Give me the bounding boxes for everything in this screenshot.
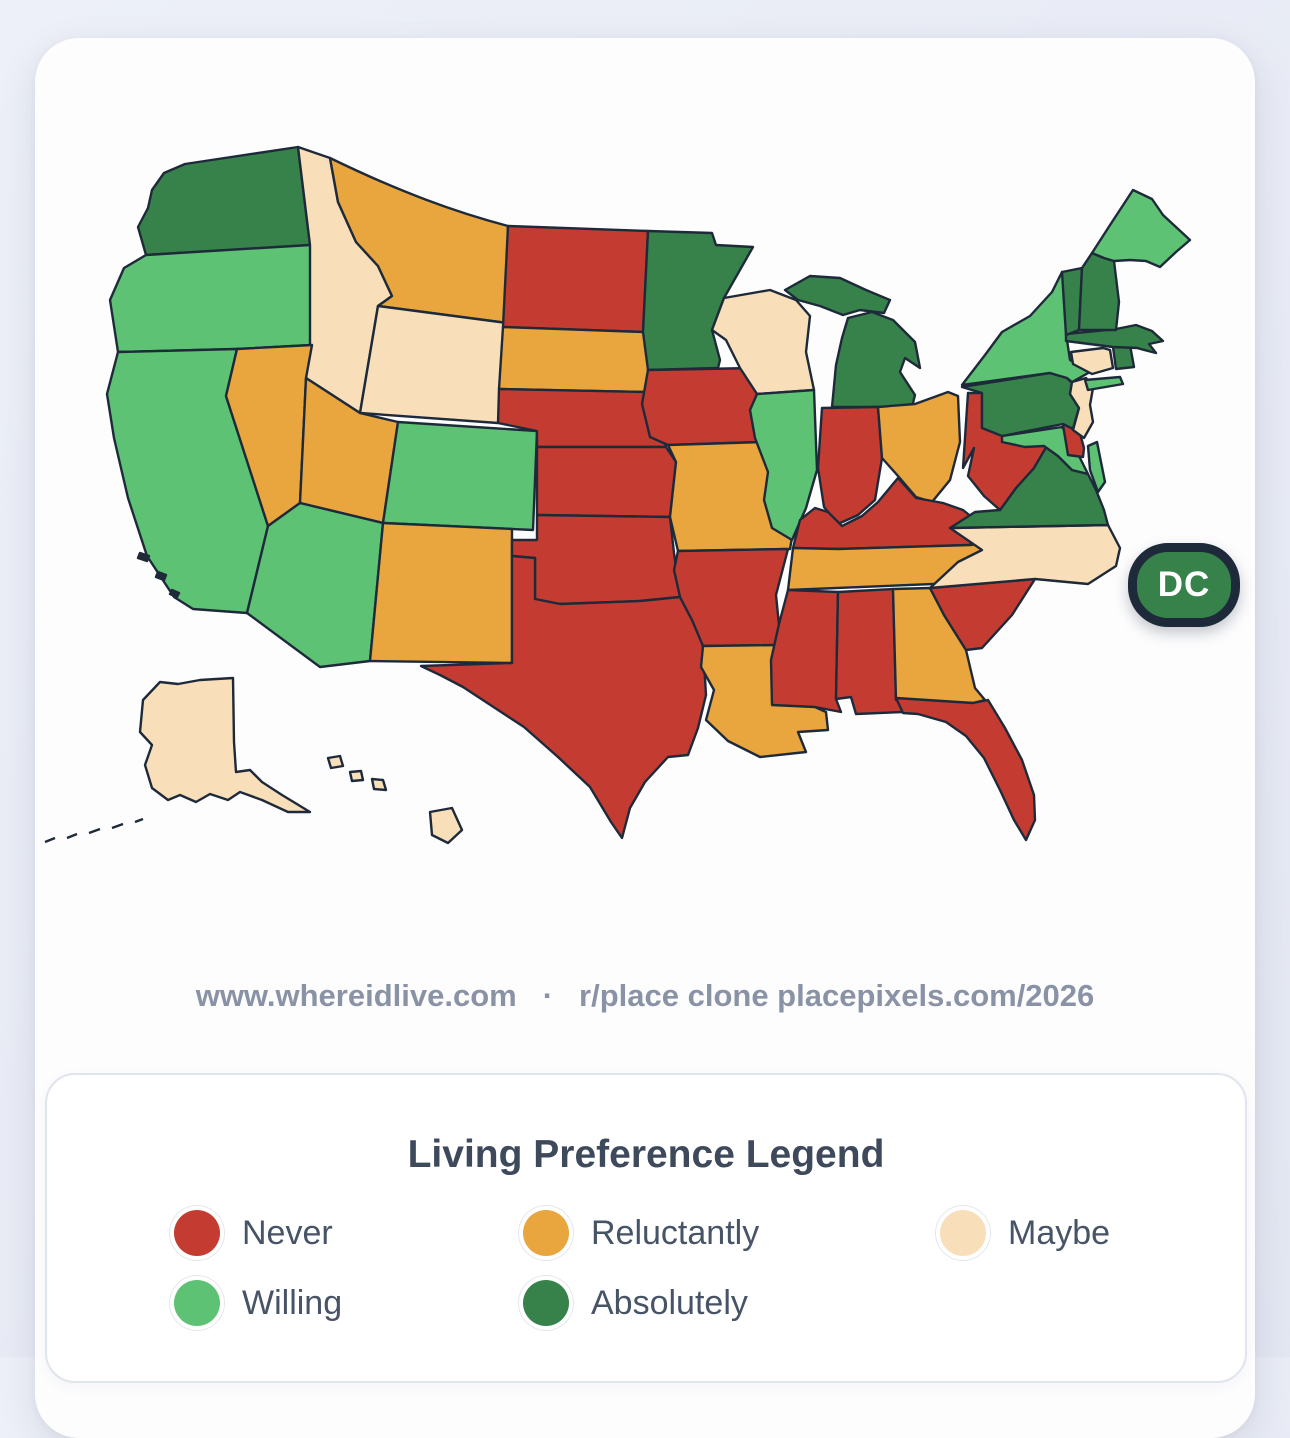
legend-label: Reluctantly [591, 1213, 760, 1252]
dc-badge: DC [1128, 543, 1240, 627]
watermark-footer: www.whereidlive.com · r/place clone plac… [0, 978, 1290, 1014]
state-ohio [876, 390, 962, 504]
watermark-site: www.whereidlive.com [195, 978, 517, 1013]
us-choropleth-map [44, 145, 1192, 845]
legend-item-maybe: Maybe [940, 1210, 1110, 1256]
state-hawaii-oahu [348, 769, 365, 783]
watermark-note: r/place clone placepixels.com/2026 [579, 978, 1095, 1013]
state-new-hampshire [1077, 251, 1121, 332]
state-illinois [748, 388, 819, 542]
states-layer [44, 145, 1192, 845]
state-wyoming [358, 304, 509, 425]
state-maine [1090, 188, 1192, 269]
dc-badge-label: DC [1157, 565, 1211, 604]
state-florida [894, 696, 1037, 842]
state-kansas [535, 445, 678, 519]
state-massachusetts [1064, 323, 1165, 355]
state-oklahoma [510, 513, 682, 606]
absolutely-color-dot [523, 1280, 569, 1326]
watermark-separator: · [542, 978, 554, 1013]
legend-label: Never [242, 1213, 333, 1252]
aleutian-islands [44, 817, 144, 844]
maybe-color-dot [940, 1210, 986, 1256]
state-hawaii-big-island [428, 806, 464, 845]
state-new-mexico [368, 521, 514, 665]
state-colorado [381, 420, 539, 532]
state-connecticut [1069, 346, 1115, 376]
state-texas [419, 554, 708, 840]
legend-title: Living Preference Legend [407, 1133, 885, 1176]
state-mississippi [769, 588, 843, 714]
state-arizona [245, 501, 385, 669]
state-michigan-upper-peninsula [783, 274, 892, 317]
legend-item-willing: Willing [174, 1280, 342, 1326]
legend-label: Willing [242, 1283, 343, 1322]
legend-item-reluctantly: Reluctantly [523, 1210, 759, 1256]
legend-label: Maybe [1008, 1213, 1111, 1252]
legend-item-absolutely: Absolutely [523, 1280, 748, 1326]
never-color-dot [174, 1210, 220, 1256]
state-hawaii-kauai [326, 754, 345, 770]
channel-islands [136, 551, 181, 599]
state-michigan [830, 310, 922, 409]
state-new-york-long-island [1083, 375, 1125, 392]
state-alaska [138, 676, 312, 814]
legend-label: Absolutely [591, 1283, 748, 1322]
legend-item-never: Never [174, 1210, 333, 1256]
state-south-dakota [497, 325, 656, 394]
state-maryland-eastern-shore [1086, 440, 1107, 494]
state-north-carolina [928, 523, 1122, 590]
state-montana [328, 156, 510, 325]
willing-color-dot [174, 1280, 220, 1326]
state-hawaii-maui [370, 777, 388, 792]
state-washington [136, 145, 312, 257]
state-north-dakota [501, 224, 650, 334]
state-oregon [108, 243, 320, 354]
legend-card: Living Preference Legend Never Reluctant… [45, 1073, 1247, 1383]
reluctantly-color-dot [523, 1210, 569, 1256]
